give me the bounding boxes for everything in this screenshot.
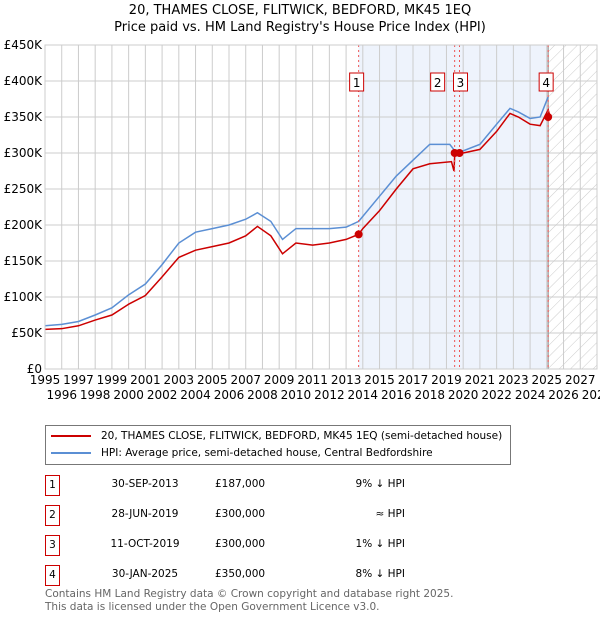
sale-hpi-diff: ≈ HPI [375, 508, 405, 520]
x-tick-label: 2025 [532, 373, 563, 387]
x-tick-label: 1999 [97, 373, 128, 387]
y-tick-label: £400K [4, 74, 44, 88]
sale-price: £187,000 [215, 478, 266, 490]
x-tick-label: 2008 [247, 388, 278, 402]
sale-row: 3 11-OCT-2019 £300,000 1% ↓ HPI [45, 535, 405, 556]
x-tick-label: 2007 [230, 373, 261, 387]
sale-point [354, 230, 363, 239]
x-tick-label: 1995 [30, 373, 61, 387]
x-tick-label: 2011 [297, 373, 328, 387]
sale-label: 1 [353, 76, 361, 90]
y-tick-label: £100K [4, 290, 44, 304]
legend: 20, THAMES CLOSE, FLITWICK, BEDFORD, MK4… [45, 425, 511, 465]
legend-property: 20, THAMES CLOSE, FLITWICK, BEDFORD, MK4… [101, 430, 503, 442]
sale-price: £300,000 [215, 538, 266, 550]
price-chart: 1995199619971998199920002001200220032004… [4, 38, 600, 402]
sale-label-box [453, 72, 469, 92]
sale-badge: 3 [45, 535, 60, 556]
chart-subtitle: Price paid vs. HM Land Registry's House … [114, 20, 486, 35]
series-line [44, 107, 551, 331]
x-tick-label: 2005 [197, 373, 228, 387]
x-tick-label: 2009 [264, 373, 295, 387]
x-tick-label: 2022 [481, 388, 512, 402]
sale-hpi-diff: 8% ↓ HPI [355, 568, 405, 580]
legend-swatch-hpi [51, 452, 91, 454]
x-tick-label: 2024 [515, 388, 546, 402]
sale-label-box [538, 72, 554, 92]
footer: Contains HM Land Registry data © Crown c… [45, 588, 453, 614]
x-tick-label: 2010 [281, 388, 312, 402]
sale-date: 28-JUN-2019 [111, 508, 179, 520]
plot-border [44, 44, 598, 370]
x-tick-label: 2002 [147, 388, 178, 402]
y-tick-label: £0 [27, 362, 42, 376]
x-tick-label: 2000 [113, 388, 144, 402]
series-line [44, 96, 549, 327]
sale-price: £350,000 [215, 568, 266, 580]
hatched-future-region [548, 45, 597, 369]
sale-badge: 2 [45, 505, 60, 526]
sale-label-box [430, 72, 446, 92]
footer-line-2: This data is licensed under the Open Gov… [45, 601, 380, 613]
sale-hpi-diff: 9% ↓ HPI [355, 478, 405, 490]
sale-badge: 1 [45, 475, 60, 496]
x-tick-label: 1998 [80, 388, 111, 402]
x-tick-label: 2004 [180, 388, 211, 402]
sale-point [544, 113, 553, 121]
y-tick-label: £450K [4, 38, 44, 52]
sale-point [455, 149, 464, 157]
sale-badge: 4 [45, 565, 60, 586]
x-tick-label: 2013 [331, 373, 362, 387]
shaded-ownership-period [358, 45, 549, 369]
x-tick-label: 2018 [414, 388, 445, 402]
chart-title: 20, THAMES CLOSE, FLITWICK, BEDFORD, MK4… [128, 3, 472, 18]
x-tick-label: 2015 [364, 373, 395, 387]
x-tick-label: 1997 [63, 373, 94, 387]
sale-date: 30-JAN-2025 [111, 568, 179, 580]
x-tick-label: 2019 [431, 373, 462, 387]
y-tick-label: £50K [11, 326, 43, 340]
legend-swatch-property [51, 435, 91, 437]
x-tick-label: 2017 [398, 373, 429, 387]
x-tick-label: 2027 [565, 373, 596, 387]
y-tick-label: £350K [4, 110, 44, 124]
sale-date: 30-SEP-2013 [111, 478, 179, 490]
x-tick-label: 2028 [582, 388, 600, 402]
legend-hpi: HPI: Average price, semi-detached house,… [101, 447, 433, 459]
x-tick-label: 2026 [548, 388, 579, 402]
sale-label: 3 [457, 76, 465, 90]
x-tick-label: 2014 [348, 388, 379, 402]
x-tick-label: 2006 [214, 388, 245, 402]
sale-date: 11-OCT-2019 [110, 538, 180, 550]
x-tick-label: 2012 [314, 388, 345, 402]
sale-label: 2 [434, 76, 442, 90]
x-tick-label: 1996 [46, 388, 77, 402]
x-tick-label: 2016 [381, 388, 412, 402]
x-tick-label: 2001 [130, 373, 161, 387]
x-tick-label: 2020 [448, 388, 479, 402]
y-tick-label: £200K [4, 218, 44, 232]
x-tick-label: 2021 [465, 373, 496, 387]
x-tick-label: 2023 [498, 373, 529, 387]
sale-row: 4 30-JAN-2025 £350,000 8% ↓ HPI [45, 565, 405, 586]
y-tick-label: £250K [4, 182, 44, 196]
footer-line-1: Contains HM Land Registry data © Crown c… [45, 588, 454, 600]
x-tick-label: 2003 [164, 373, 195, 387]
sale-price: £300,000 [215, 508, 266, 520]
sale-label: 4 [542, 76, 550, 90]
y-tick-label: £150K [4, 254, 44, 268]
sale-row: 2 28-JUN-2019 £300,000 ≈ HPI [45, 505, 405, 526]
sale-hpi-diff: 1% ↓ HPI [355, 538, 405, 550]
y-tick-label: £300K [4, 146, 44, 160]
sale-label-box [349, 72, 365, 92]
sale-row: 1 30-SEP-2013 £187,000 9% ↓ HPI [45, 475, 405, 496]
